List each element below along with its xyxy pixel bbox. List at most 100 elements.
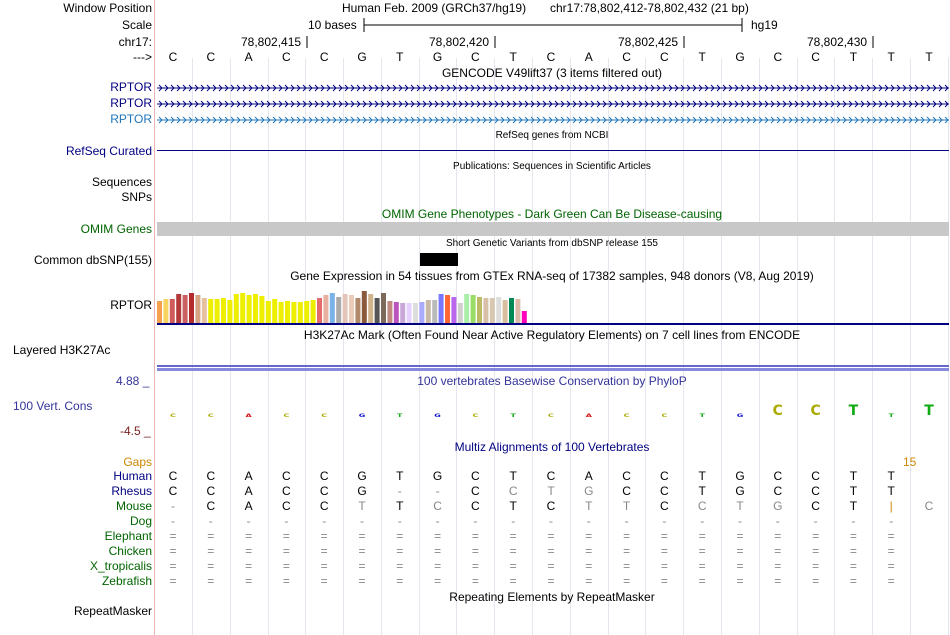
- track-label-repeatmasker[interactable]: RepeatMasker: [73, 604, 152, 618]
- sequence-base: T: [509, 50, 517, 64]
- track-label-refseq[interactable]: RefSeq Curated: [65, 144, 152, 158]
- strand-arrow: [728, 116, 733, 124]
- strand-arrow: [716, 100, 721, 108]
- position-text[interactable]: chr17:78,802,412-78,802,432 (21 bp): [550, 1, 749, 15]
- gencode-rptor-3[interactable]: [157, 116, 949, 124]
- track-label-rptor-2[interactable]: RPTOR: [110, 96, 152, 110]
- aligned-base: =: [812, 574, 820, 588]
- dbsnp-variant[interactable]: [420, 253, 458, 266]
- strand-arrow: [908, 84, 913, 92]
- aligned-base: -: [851, 514, 856, 528]
- strand-arrow: [188, 84, 193, 92]
- strand-arrow: [242, 100, 247, 108]
- track-label-dbsnp[interactable]: Common dbSNP(155): [33, 253, 152, 267]
- strand-arrow: [632, 84, 637, 92]
- cons-base: C: [810, 403, 820, 419]
- species-label[interactable]: Human: [113, 469, 152, 483]
- strand-arrow: [566, 116, 571, 124]
- strand-arrow: [578, 116, 583, 124]
- sequence-base: A: [584, 50, 593, 64]
- strand-arrow: [200, 100, 205, 108]
- strand-arrow: [416, 100, 421, 108]
- strand-arrow: [782, 116, 787, 124]
- omim-bar[interactable]: [157, 222, 949, 236]
- species-label[interactable]: Dog: [129, 514, 152, 528]
- aligned-base: C: [546, 499, 556, 513]
- gtex-tissue-bar: [176, 294, 182, 323]
- strand-arrow: [428, 84, 433, 92]
- species-label[interactable]: Elephant: [104, 529, 152, 543]
- track-label-rptor-1[interactable]: RPTOR: [110, 80, 152, 94]
- track-label-rptor-3[interactable]: RPTOR: [110, 112, 152, 126]
- aligned-base: =: [623, 529, 631, 543]
- strand-arrow: [434, 100, 439, 108]
- aligned-base: G: [773, 499, 783, 513]
- strand-arrow: [614, 116, 619, 124]
- aligned-base: =: [282, 559, 290, 573]
- strand-arrow: [332, 116, 337, 124]
- gencode-rptor-1[interactable]: [157, 84, 949, 92]
- track-label-cons[interactable]: 100 Vert. Cons: [13, 399, 93, 413]
- aligned-base: =: [358, 544, 366, 558]
- grid-line: [532, 58, 533, 635]
- strand-arrow: [866, 100, 871, 108]
- strand-arrow: [182, 100, 187, 108]
- strand-arrow: [512, 84, 517, 92]
- strand-arrow: [656, 116, 661, 124]
- species-label[interactable]: Rhesus: [111, 484, 152, 498]
- strand-arrow: [764, 84, 769, 92]
- strand-arrow: [806, 84, 811, 92]
- species-label[interactable]: X_tropicalis: [89, 559, 152, 573]
- strand-arrow: [164, 116, 169, 124]
- aligned-base: -: [171, 514, 175, 528]
- strand-arrow: [374, 116, 379, 124]
- aligned-base: =: [169, 529, 177, 543]
- strand-arrow: [848, 100, 853, 108]
- gtex-tissue-bar: [477, 297, 482, 323]
- strand-arrow: [734, 84, 739, 92]
- track-label-gtex-rptor[interactable]: RPTOR: [110, 298, 152, 312]
- gtex-tissue-bar: [355, 298, 361, 323]
- track-label-snps[interactable]: SNPs: [121, 190, 152, 204]
- strand-arrow: [842, 84, 847, 92]
- species-label[interactable]: Chicken: [108, 544, 152, 558]
- refseq-line[interactable]: [157, 150, 949, 151]
- gtex-tissue-bar: [515, 299, 521, 323]
- strand-arrow: [470, 100, 475, 108]
- strand-arrow: [452, 116, 457, 124]
- aligned-base: =: [698, 529, 706, 543]
- strand-arrow: [266, 100, 271, 108]
- gtex-bars[interactable]: [157, 283, 949, 323]
- strand-arrow: [188, 100, 193, 108]
- strand-arrow: [830, 100, 835, 108]
- track-label-h3k27ac[interactable]: Layered H3K27Ac: [13, 343, 111, 357]
- grid-line: [343, 58, 344, 635]
- track-label-omim[interactable]: OMIM Genes: [80, 222, 152, 236]
- strand-arrow: [404, 100, 409, 108]
- strand-arrow: [932, 116, 937, 124]
- strand-arrow: [728, 100, 733, 108]
- strand-arrow: [764, 116, 769, 124]
- strand-arrow: [182, 116, 187, 124]
- h3k27ac-signal-2[interactable]: [157, 368, 949, 371]
- strand-arrow: [302, 84, 307, 92]
- gencode-rptor-2[interactable]: [157, 100, 949, 108]
- strand-arrow: [752, 100, 757, 108]
- aligned-base: C: [319, 484, 329, 498]
- h3k27ac-signal[interactable]: [157, 365, 949, 367]
- aligned-base: C: [508, 484, 518, 498]
- track-label-sequences[interactable]: Sequences: [91, 175, 152, 189]
- aligned-base: C: [471, 484, 480, 498]
- strand-arrow: [590, 116, 595, 124]
- strand-arrow: [326, 116, 331, 124]
- species-label[interactable]: Zebrafish: [101, 574, 152, 588]
- species-label[interactable]: Mouse: [115, 499, 152, 513]
- strand-arrow: [794, 100, 799, 108]
- strand-arrow: [530, 116, 535, 124]
- aligned-base: =: [774, 574, 782, 588]
- aligned-base: T: [358, 499, 366, 513]
- aligned-base: =: [434, 559, 442, 573]
- strand-arrow: [638, 84, 643, 92]
- cons-base: C: [548, 414, 554, 418]
